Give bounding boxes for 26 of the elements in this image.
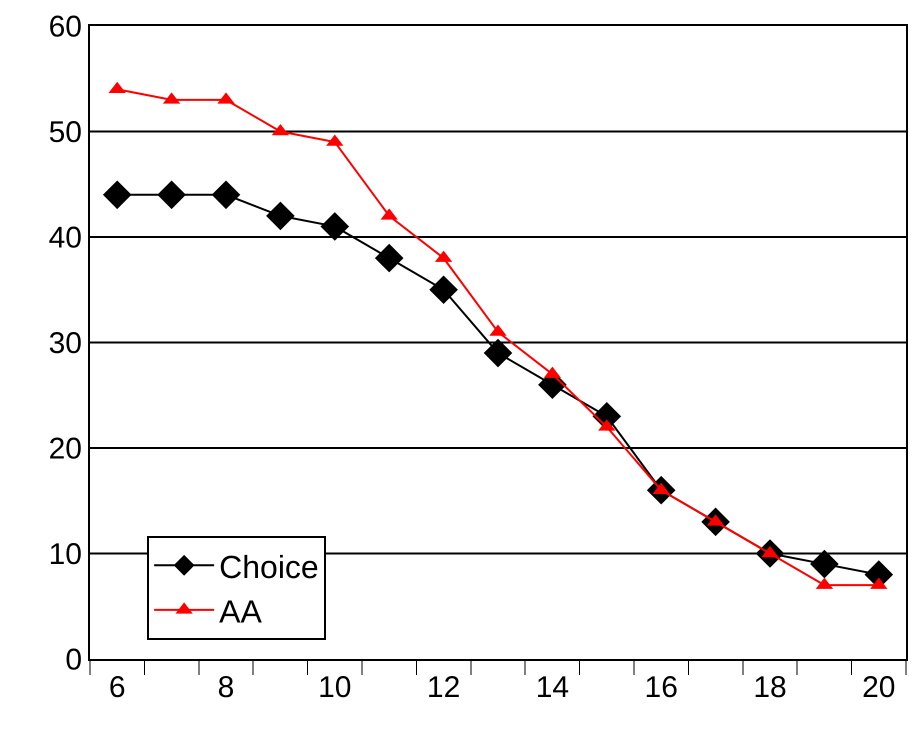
y-tick-label: 0 bbox=[65, 644, 82, 676]
legend-label: AA bbox=[219, 593, 262, 630]
y-tick-label: 30 bbox=[48, 327, 82, 360]
x-tick-label: 12 bbox=[426, 671, 460, 704]
legend-label: Choice bbox=[219, 548, 319, 585]
point bbox=[429, 275, 458, 304]
x-tick-label: 8 bbox=[218, 671, 234, 704]
x-tick-label: 6 bbox=[108, 671, 126, 704]
point bbox=[320, 212, 350, 241]
y-tick-label: 40 bbox=[48, 222, 82, 254]
point bbox=[484, 338, 512, 368]
point bbox=[157, 180, 186, 210]
x-tick-label: 20 bbox=[862, 671, 896, 704]
x-tick-label: 14 bbox=[536, 671, 570, 704]
x-tick-label: 10 bbox=[318, 671, 352, 704]
point bbox=[810, 550, 839, 578]
point bbox=[374, 244, 404, 272]
x-tick-label: 18 bbox=[753, 671, 787, 704]
x-tick-label: 16 bbox=[644, 671, 678, 704]
y-tick-label: 60 bbox=[48, 10, 82, 44]
point bbox=[212, 180, 240, 210]
y-tick-label: 50 bbox=[48, 116, 82, 149]
y-tick-label: 20 bbox=[48, 432, 82, 466]
y-tick-label: 10 bbox=[48, 538, 82, 571]
point bbox=[266, 202, 295, 230]
point bbox=[102, 180, 132, 210]
